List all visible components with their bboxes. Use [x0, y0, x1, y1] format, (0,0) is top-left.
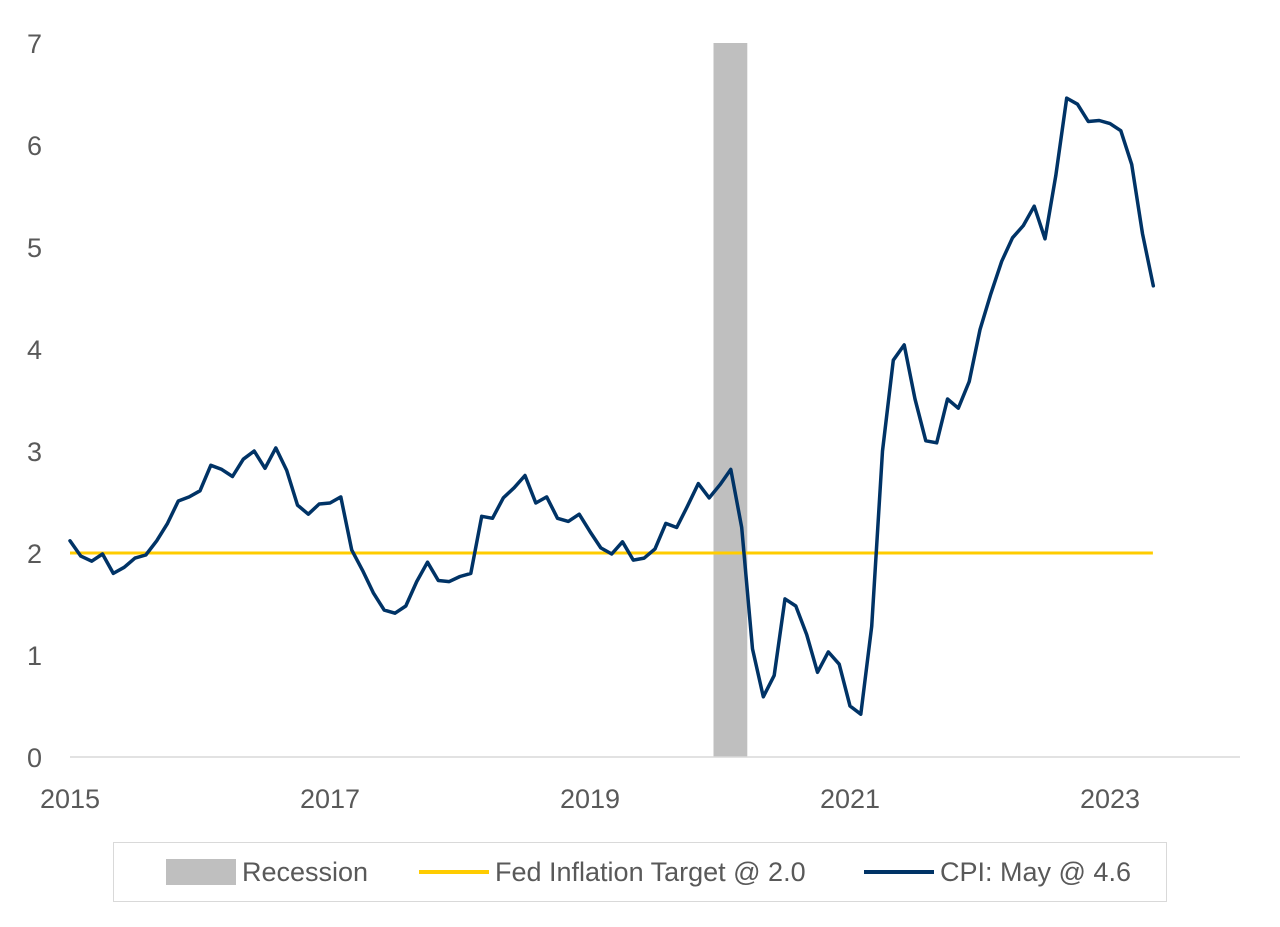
y-tick-label: 7: [27, 29, 42, 59]
legend-swatch-cpi: [864, 870, 934, 874]
x-tick-label: 2017: [300, 784, 360, 814]
y-tick-label: 5: [27, 233, 42, 263]
y-tick-label: 0: [27, 743, 42, 773]
y-tick-label: 6: [27, 131, 42, 161]
legend: Recession Fed Inflation Target @ 2.0 CPI…: [113, 842, 1167, 902]
legend-item-cpi: CPI: May @ 4.6: [864, 843, 1131, 901]
legend-label-fed-target: Fed Inflation Target @ 2.0: [495, 856, 806, 887]
y-tick-label: 4: [27, 335, 42, 365]
x-tick-label: 2019: [560, 784, 620, 814]
cpi-line-chart: 0 1 2 3 4 5 6 7 2015 2017 2019 2021 2023: [27, 29, 1240, 814]
x-tick-label: 2015: [40, 784, 100, 814]
legend-swatch-recession: [166, 859, 236, 885]
x-tick-label: 2023: [1080, 784, 1140, 814]
legend-label-recession: Recession: [242, 856, 369, 887]
legend-item-fed-target: Fed Inflation Target @ 2.0: [419, 843, 806, 901]
y-tick-label: 1: [27, 641, 42, 671]
legend-label-cpi: CPI: May @ 4.6: [940, 856, 1131, 887]
legend-swatch-fed-target: [419, 870, 489, 874]
cpi-series-line: [68, 96, 1156, 716]
y-tick-label: 2: [27, 539, 42, 569]
x-tick-label: 2021: [820, 784, 880, 814]
y-tick-label: 3: [27, 437, 42, 467]
recession-band: [713, 43, 748, 757]
legend-item-recession: Recession: [166, 843, 368, 901]
